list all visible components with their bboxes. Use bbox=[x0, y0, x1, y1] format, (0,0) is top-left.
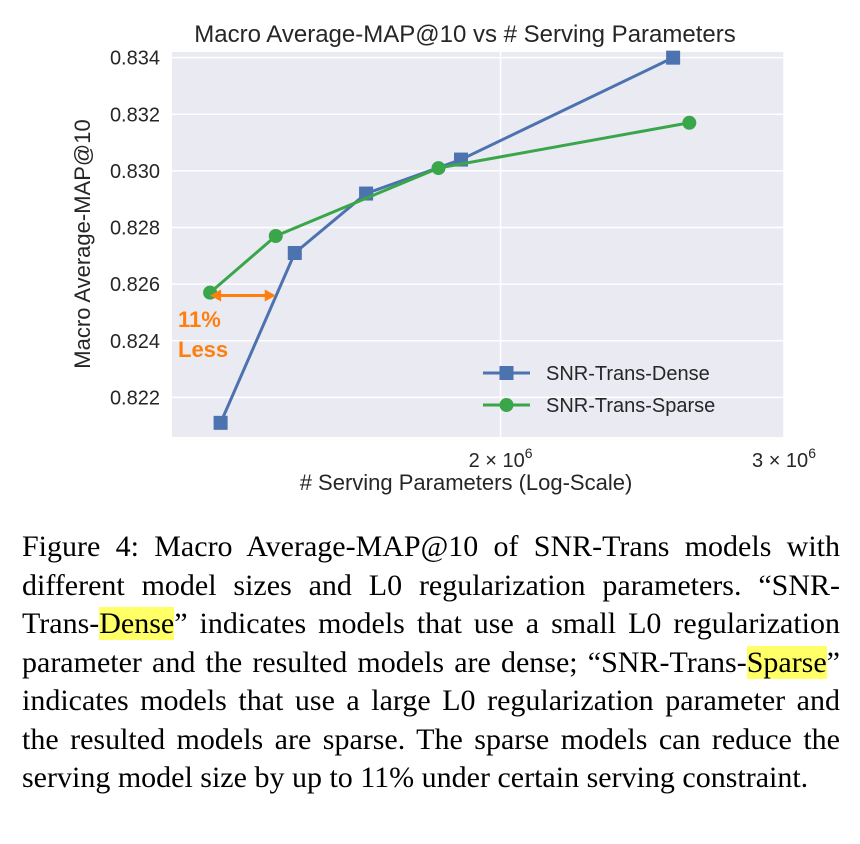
y-tick-label: 0.822 bbox=[110, 387, 160, 409]
legend-marker-circle bbox=[499, 398, 514, 412]
annotation: 11% Less bbox=[178, 289, 276, 362]
annotation-arrowhead-left bbox=[210, 289, 222, 302]
annotation-arrowhead-right bbox=[264, 289, 276, 302]
figure-caption: Figure 4: Macro Average-MAP@10 of SNR-Tr… bbox=[22, 528, 840, 798]
legend-marker-square bbox=[499, 366, 514, 380]
legend-label: SNR-Trans-Sparse bbox=[546, 395, 715, 417]
x-axis-ticks: 2 × 106 3 × 106 bbox=[469, 445, 817, 472]
data-point-dense bbox=[213, 415, 228, 430]
data-point-dense bbox=[666, 50, 681, 65]
annotation-text-line-2: Less bbox=[178, 337, 228, 362]
data-point-sparse bbox=[268, 229, 283, 244]
x-axis-label: # Serving Parameters (Log-Scale) bbox=[300, 470, 633, 495]
y-tick-label: 0.834 bbox=[110, 48, 160, 70]
data-point-dense bbox=[287, 245, 302, 260]
y-tick-label: 0.828 bbox=[110, 218, 160, 240]
annotation-text-line-1: 11% bbox=[178, 307, 221, 332]
caption-part-2: ” indicates models that use a small L0 r… bbox=[22, 607, 840, 679]
series-line-sparse bbox=[209, 121, 690, 294]
legend-label: SNR-Trans-Dense bbox=[546, 363, 710, 385]
data-point-sparse bbox=[431, 161, 446, 176]
caption-part-1: Figure 4: Macro Average-MAP@10 of SNR-Tr… bbox=[22, 530, 840, 640]
legend: SNR-Trans-Dense SNR-Trans-Sparse bbox=[483, 363, 715, 417]
caption-part-3: ” indicates models that use a large L0 r… bbox=[22, 645, 840, 795]
caption-highlight-sparse: Sparse bbox=[746, 645, 827, 679]
y-tick-label: 0.824 bbox=[110, 331, 160, 353]
y-tick-label: 0.826 bbox=[110, 274, 160, 296]
grid bbox=[172, 52, 785, 437]
chart-title: Macro Average-MAP@10 vs # Serving Parame… bbox=[194, 21, 735, 48]
y-axis-label: Macro Average-MAP@10 bbox=[70, 119, 95, 368]
plot-background bbox=[172, 52, 784, 437]
y-axis-ticks: 0.822 0.824 0.826 0.828 0.830 0.832 0.834 bbox=[110, 48, 160, 410]
chart: Macro Average-MAP@10 vs # Serving Parame… bbox=[70, 21, 817, 495]
y-tick-label: 0.832 bbox=[110, 104, 160, 126]
series-layer bbox=[203, 50, 697, 430]
x-tick-label: 2 × 106 bbox=[469, 445, 533, 472]
x-tick-label: 3 × 106 bbox=[752, 445, 816, 472]
data-point-sparse bbox=[682, 115, 697, 130]
caption-highlight-dense: Dense bbox=[99, 607, 175, 640]
y-tick-label: 0.830 bbox=[110, 161, 160, 183]
